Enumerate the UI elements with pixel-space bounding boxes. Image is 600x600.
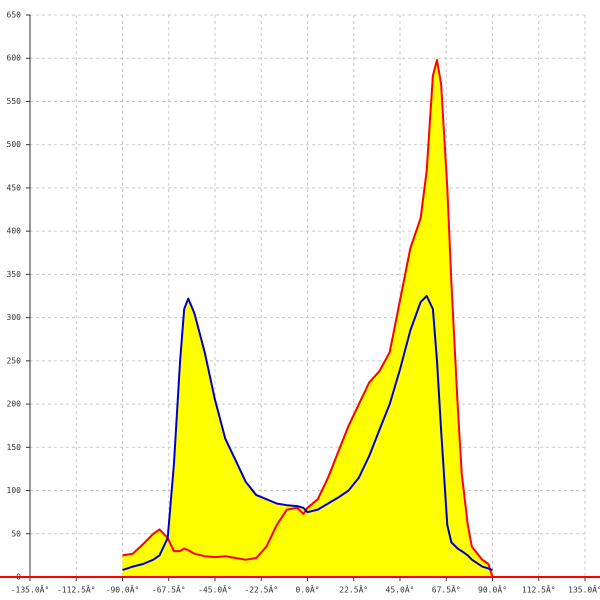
y-tick-label: 500 <box>7 140 22 149</box>
y-tick-label: 150 <box>7 443 22 452</box>
x-tick-label: -45.0Â° <box>198 584 232 595</box>
series-line <box>122 295 493 572</box>
y-tick-label: 300 <box>7 313 22 322</box>
layer: 050100150200250300350400450500550600650-… <box>0 11 600 595</box>
layer <box>122 60 493 577</box>
layer <box>122 59 494 578</box>
x-tick-label: 0.0Â° <box>295 584 319 595</box>
y-tick-label: 450 <box>7 183 22 192</box>
x-tick-label: 135.0Â° <box>568 584 600 595</box>
y-tick-label: 200 <box>7 400 22 409</box>
x-tick-label: 67.5Â° <box>432 584 461 595</box>
y-tick-label: 600 <box>7 54 22 63</box>
x-tick-label: -67.5Â° <box>152 584 186 595</box>
x-tick-label: -90.0Â° <box>106 584 140 595</box>
x-tick-label: -112.5Â° <box>57 584 96 595</box>
layer <box>29 14 586 578</box>
series-line <box>122 59 494 578</box>
y-tick-label: 400 <box>7 227 22 236</box>
y-tick-label: 350 <box>7 270 22 279</box>
y-tick-label: 550 <box>7 97 22 106</box>
y-tick-label: 50 <box>11 529 21 538</box>
y-tick-label: 250 <box>7 356 22 365</box>
x-tick-label: 22.5Â° <box>339 584 368 595</box>
x-tick-label: 90.0Â° <box>478 584 507 595</box>
x-tick-label: -135.0Â° <box>11 584 50 595</box>
x-tick-label: 112.5Â° <box>522 584 556 595</box>
y-tick-label: 650 <box>7 11 22 20</box>
x-tick-label: 45.0Â° <box>386 584 415 595</box>
area <box>122 296 493 577</box>
x-tick-label: -22.5Â° <box>244 584 278 595</box>
y-tick-label: 100 <box>7 486 22 495</box>
